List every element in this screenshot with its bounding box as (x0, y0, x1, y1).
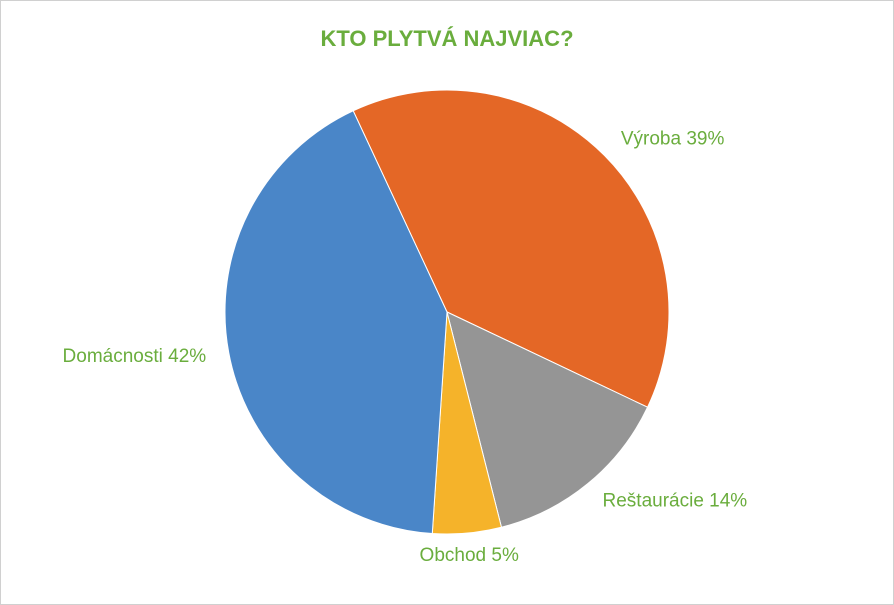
pie-slice (352, 89, 670, 408)
pie-slice (446, 311, 649, 528)
pie-slice (224, 110, 448, 535)
data-label: Domácnosti 42% (63, 346, 207, 367)
label-value: 42% (168, 346, 206, 367)
label-value: 14% (709, 490, 747, 511)
chart-title: KTO PLYTVÁ NAJVIAC? (320, 26, 573, 51)
label-category: Výroba (621, 128, 682, 149)
data-label: Výroba 39% (621, 128, 725, 149)
data-label: Obchod 5% (420, 545, 519, 566)
label-category: Domácnosti (63, 346, 163, 367)
label-category: Obchod (420, 545, 487, 566)
label-value: 5% (491, 545, 519, 566)
label-category: Reštaurácie (603, 490, 704, 511)
data-label: Reštaurácie 14% (603, 490, 748, 511)
label-value: 39% (686, 128, 724, 149)
